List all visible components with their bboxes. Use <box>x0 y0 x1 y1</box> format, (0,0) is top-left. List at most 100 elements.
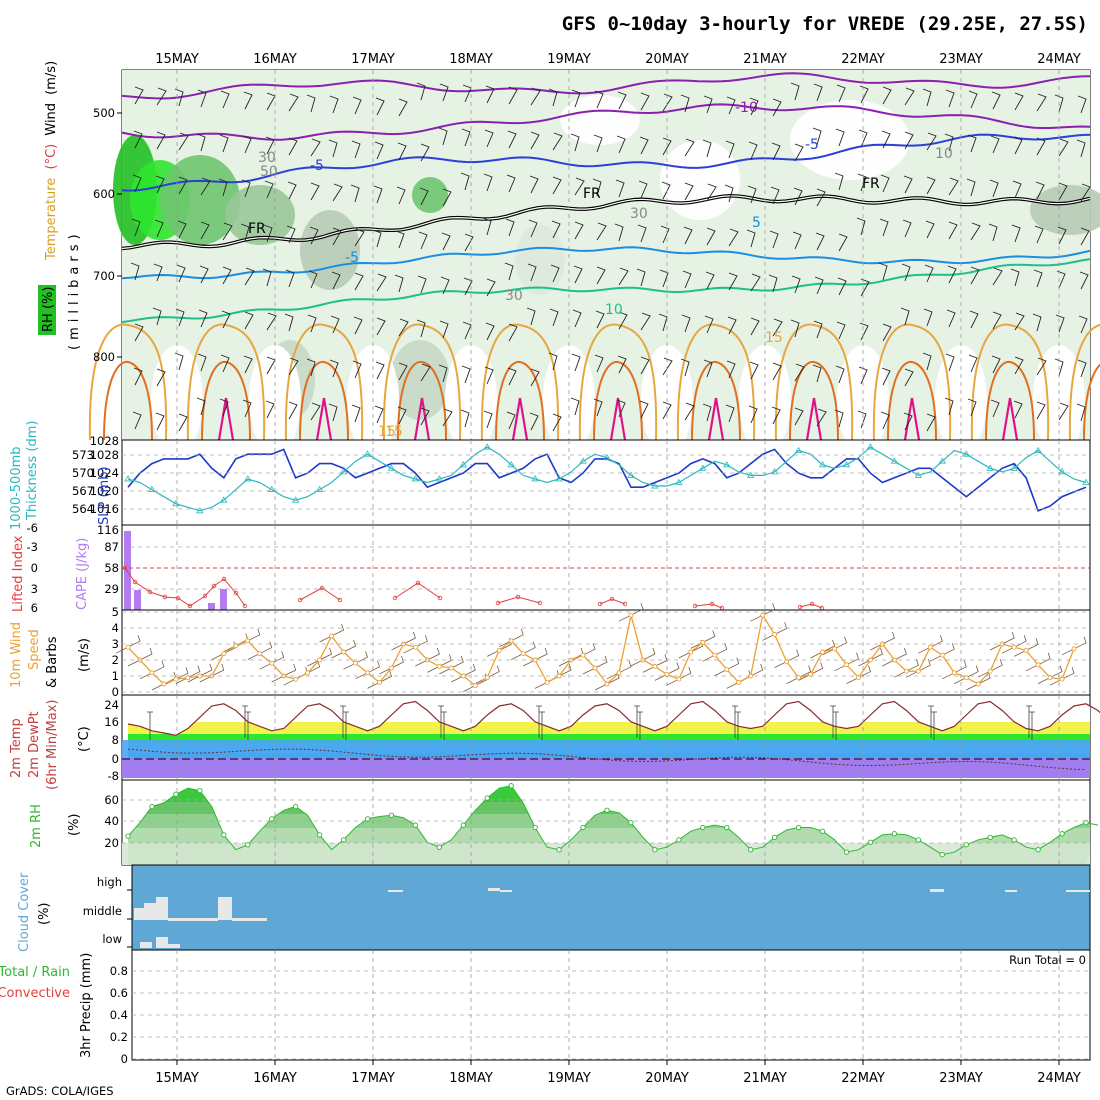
thickness-tick-label: 573 <box>72 448 94 462</box>
cloud-level-low: low <box>102 932 122 946</box>
wind-barb <box>441 232 451 251</box>
wind-barb <box>900 307 910 326</box>
wind-barb <box>682 270 692 289</box>
wind-barb <box>244 267 255 286</box>
wind-barb <box>654 662 680 681</box>
wind-barb <box>630 647 656 667</box>
wind-barb <box>790 82 800 101</box>
wind-barb <box>398 362 408 381</box>
wind10m-label-2: Speed <box>27 629 42 670</box>
wind-barb <box>1010 268 1020 287</box>
minmax-bar <box>340 705 346 738</box>
contour-plus20 <box>103 360 153 441</box>
wind-barb <box>661 181 671 200</box>
contour-plus20 <box>397 360 447 441</box>
contour-minus15 <box>121 72 1091 100</box>
wind-barb <box>1001 635 1027 654</box>
wind-barb <box>328 403 338 422</box>
wind-barb <box>187 663 213 683</box>
wind-marker <box>197 673 203 679</box>
wind-barb <box>174 88 184 107</box>
top-date-label: 18MAY <box>449 52 493 67</box>
wind-barb <box>460 409 470 428</box>
wind-barb <box>596 222 607 241</box>
top-date-label: 24MAY <box>1037 52 1081 67</box>
wind-barb <box>966 178 976 197</box>
wind-barb <box>772 98 782 117</box>
rh-region <box>390 340 450 420</box>
wind-barb <box>284 313 294 332</box>
wind-barb <box>244 311 254 330</box>
wind-barb <box>771 142 781 161</box>
wind-barb <box>926 132 937 151</box>
wind-barb <box>262 268 272 287</box>
precip-panel: 0.8 0.6 0.4 0.2 0 Run Total = 0 <box>110 949 1091 1066</box>
wind-barb <box>902 219 912 238</box>
cape-tick-label: 58 <box>104 561 119 575</box>
wind-barb <box>617 355 627 374</box>
wind-barb <box>271 663 297 683</box>
wind-label: Wind <box>44 103 59 136</box>
wind-barb <box>395 230 405 249</box>
wind-barb <box>639 136 649 155</box>
minmax-label: (6hr Min/Max) <box>45 700 60 790</box>
cloud-level-middle: middle <box>83 904 122 918</box>
rh-marker <box>197 787 203 794</box>
wind-barb <box>947 265 957 284</box>
li-tick-label: 6 <box>31 601 38 615</box>
cloud-bar <box>168 944 180 948</box>
wind-barb <box>420 407 430 426</box>
wind-barb <box>794 363 805 382</box>
minmax-bar <box>928 705 934 738</box>
temp2m-label: 2m Temp <box>9 718 24 778</box>
rh-tick-label: 40 <box>104 814 119 828</box>
bottom-date-label: 17MAY <box>351 1071 395 1086</box>
cape-label: CAPE (J/kg) <box>75 538 90 610</box>
rh-marker <box>1035 847 1041 853</box>
wind-marker <box>1047 675 1053 681</box>
wind-marker <box>329 633 335 639</box>
wind-barb <box>860 278 870 297</box>
wind-barb <box>684 402 695 421</box>
wind-marker <box>221 651 227 657</box>
bottom-date-axis: 15MAY 16MAY 17MAY 18MAY 19MAY 20MAY 21MAY 22MAY… <box>155 1071 1081 1086</box>
wind-barb <box>462 321 472 340</box>
wind-barb <box>133 130 143 149</box>
wind-barb <box>332 227 342 246</box>
thickness-marker <box>866 443 875 450</box>
li-marker <box>622 601 628 607</box>
wind-barb <box>551 220 561 239</box>
wind-marker <box>987 668 993 674</box>
wind-barb <box>593 398 603 417</box>
rh-marker <box>580 824 586 831</box>
cloud-background <box>131 864 1091 951</box>
thickness-marker <box>339 468 348 475</box>
wind-barb <box>328 139 338 158</box>
contour-plus20 <box>985 360 1035 441</box>
li-marker <box>797 604 803 610</box>
wind-marker <box>808 671 814 677</box>
wind-barb <box>990 135 1000 154</box>
rh-legend-swatch <box>38 285 56 335</box>
top-date-label: 23MAY <box>939 52 983 67</box>
minmax-bar <box>441 711 447 740</box>
minmax-bar <box>536 705 542 738</box>
contour-plus20 <box>887 360 937 441</box>
wind-barb <box>367 670 392 689</box>
wind-barb <box>813 320 823 339</box>
wind-marker <box>472 683 478 689</box>
rh-marker <box>1059 831 1065 837</box>
wind-barb <box>834 652 859 672</box>
wind-barb <box>926 176 936 195</box>
contour-label: 5 <box>752 215 761 231</box>
temp-band <box>128 734 1090 744</box>
wind-barb <box>460 172 470 191</box>
rh-marker <box>149 803 155 810</box>
wind-barb <box>464 233 474 252</box>
wind-barb <box>372 229 382 248</box>
wind-barb <box>418 231 428 250</box>
thickness-marker <box>459 461 468 468</box>
wind-barb <box>836 321 846 340</box>
wind-barb <box>132 174 142 193</box>
wind-barb <box>285 269 295 288</box>
